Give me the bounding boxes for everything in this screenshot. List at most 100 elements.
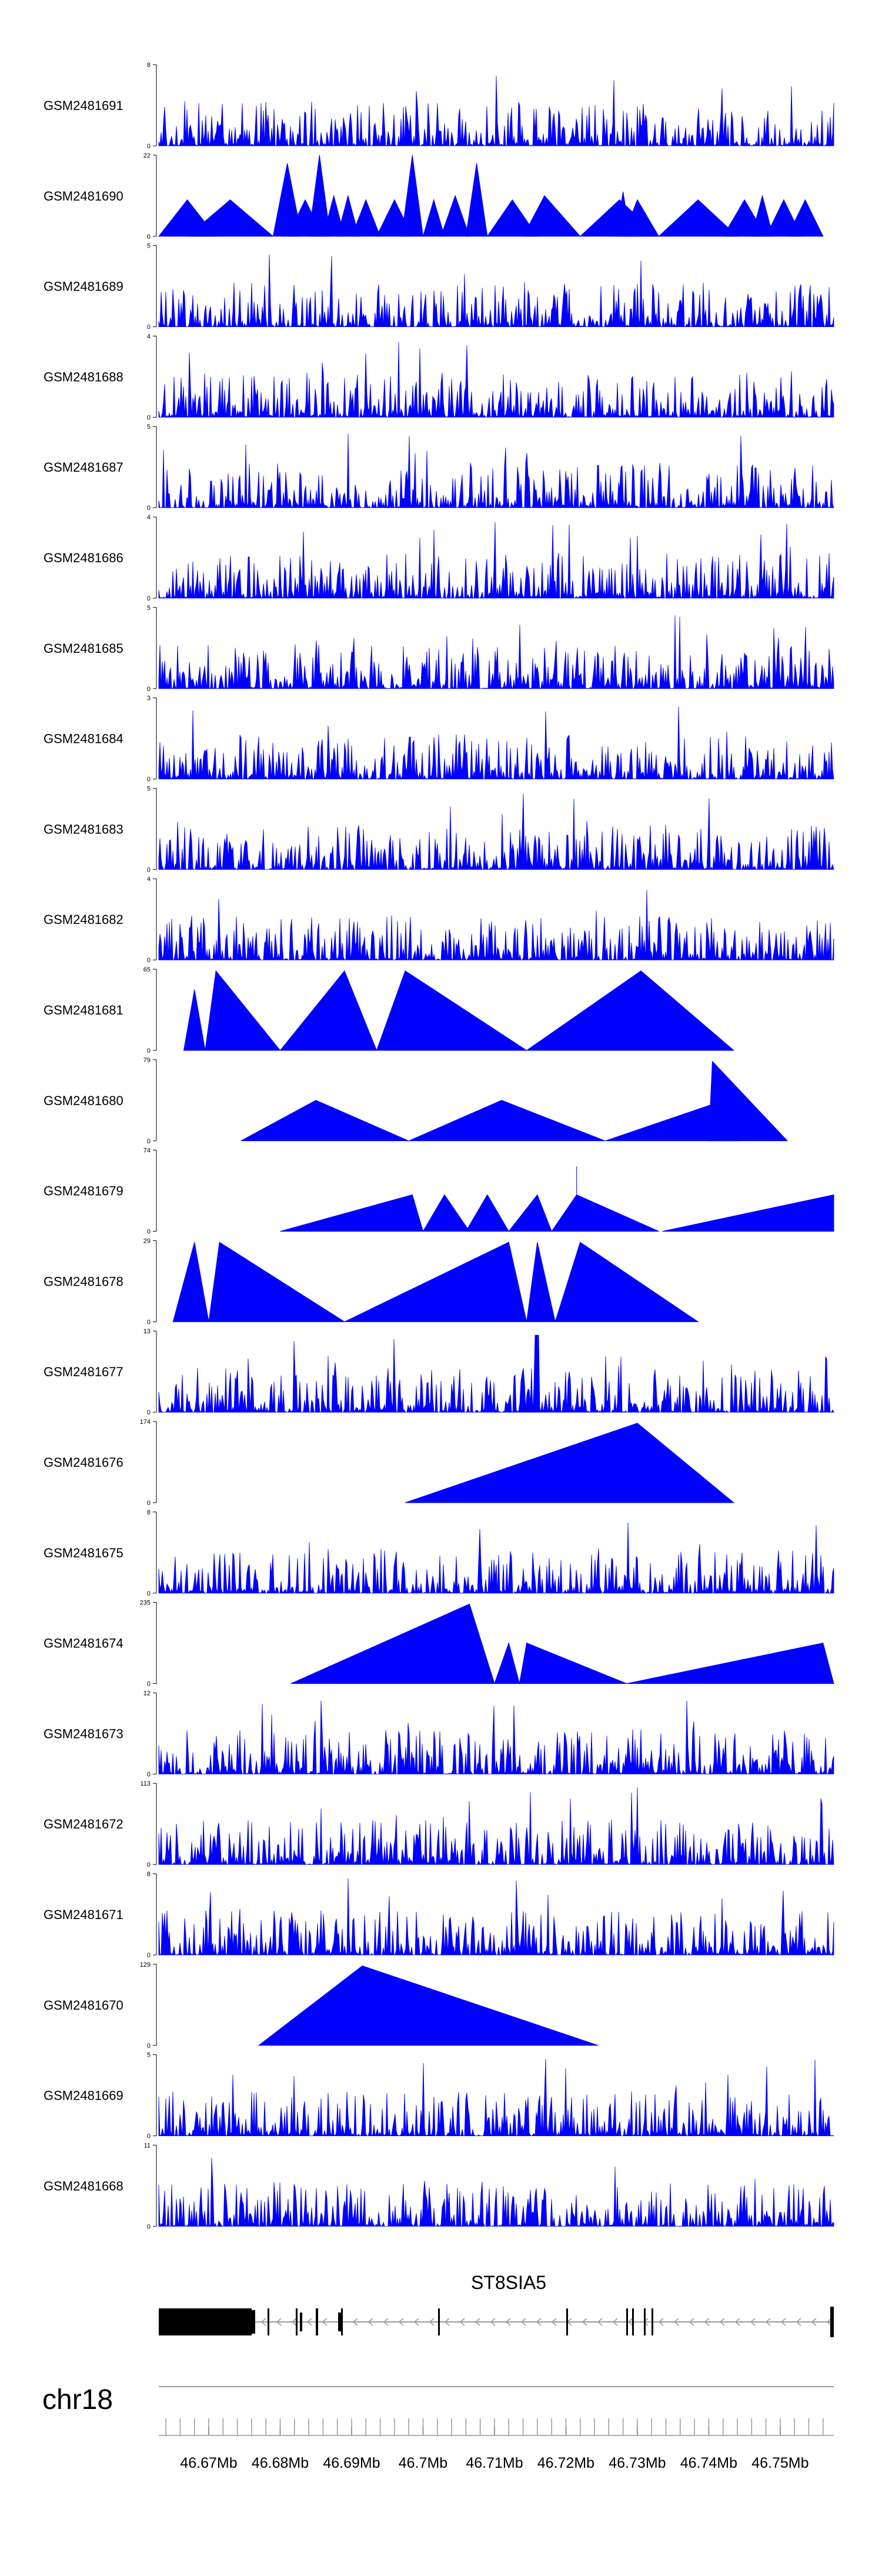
signal-peak (183, 989, 206, 1051)
gene-name: ST8SIA5 (471, 2272, 546, 2293)
signal-peak (551, 1194, 659, 1232)
gene-exon (159, 2308, 252, 2335)
signal-area (158, 615, 834, 690)
gene-exon (626, 2308, 628, 2335)
signal-peak (526, 970, 735, 1051)
axis-tick-label: 46.73Mb (609, 2455, 666, 2471)
strand-arrow (658, 2318, 664, 2326)
signal (158, 522, 834, 599)
track-label: GSM2481669 (44, 2088, 123, 2103)
track-label: GSM2481672 (44, 1817, 123, 1831)
gene-exon (316, 2308, 318, 2335)
signal (158, 1700, 834, 1775)
strand-arrow (826, 2318, 832, 2326)
signal-area (158, 889, 834, 961)
track-label: GSM2481675 (44, 1546, 123, 1560)
signal (158, 889, 834, 961)
track-GSM2481672: GSM2481672 113 0 (44, 1780, 834, 1868)
y-axis-max-label: 113 (140, 1780, 151, 1787)
signal-peak (240, 1100, 409, 1142)
track-GSM2481682: GSM2481682 4 0 (44, 876, 834, 964)
y-axis-max-label: 5 (147, 785, 151, 792)
signal-area (158, 1522, 834, 1594)
track-GSM2481686: GSM2481686 4 0 (44, 514, 834, 602)
signal-area (158, 342, 834, 418)
track-label: GSM2481674 (44, 1636, 123, 1651)
track-GSM2481690: GSM2481690 22 0 (44, 152, 824, 241)
track-label: GSM2481689 (44, 279, 123, 294)
y-axis-max-label: 5 (147, 605, 151, 612)
y-axis-max-label: 22 (143, 152, 151, 159)
signal (240, 1060, 789, 1142)
signal-peak (337, 194, 359, 237)
signal-area (158, 1787, 834, 1866)
track-GSM2481677: GSM2481677 13 0 (44, 1328, 834, 1416)
gene-exon (644, 2308, 646, 2335)
y-axis-max-label: 4 (147, 876, 151, 883)
y-axis-min-label: 0 (147, 1681, 151, 1688)
track-GSM2481683: GSM2481683 5 0 (44, 785, 834, 873)
signal-peak (554, 1242, 699, 1322)
signal-peak (290, 1603, 495, 1684)
track-GSM2481671: GSM2481671 8 0 (44, 1871, 834, 1959)
gene-exon (632, 2308, 634, 2335)
strand-arrow (322, 2318, 328, 2326)
signal (158, 706, 834, 780)
track-label: GSM2481683 (44, 822, 123, 836)
strand-arrow (352, 2318, 358, 2326)
track-GSM2481687: GSM2481687 5 0 (44, 423, 834, 512)
signal-peak (662, 1194, 834, 1232)
signal-peak (522, 195, 581, 237)
strand-arrow (780, 2318, 786, 2326)
signal-area (158, 2158, 834, 2227)
strand-arrow (520, 2318, 526, 2326)
strand-arrow (536, 2318, 542, 2326)
signal-peak (422, 1194, 470, 1232)
y-axis-max-label: 13 (143, 1328, 151, 1335)
axis-tick-label: 46.75Mb (751, 2455, 808, 2471)
y-axis-min-label: 0 (147, 1590, 151, 1597)
gene-exon (830, 2307, 834, 2337)
signal-area (158, 433, 834, 509)
track-GSM2481678: GSM2481678 29 0 (44, 1237, 699, 1326)
strand-arrow (306, 2318, 312, 2326)
track-label: GSM2481687 (44, 460, 123, 475)
track-GSM2481685: GSM2481685 5 0 (44, 605, 834, 693)
signal-peak (622, 199, 660, 237)
y-axis-min-label: 0 (147, 595, 151, 602)
strand-arrow (490, 2318, 496, 2326)
signal (158, 2058, 834, 2137)
y-axis-max-label: 5 (147, 423, 151, 431)
track-GSM2481668: GSM2481668 11 0 (44, 2142, 834, 2230)
strand-arrow (719, 2318, 725, 2326)
track-GSM2481689: GSM2481689 5 0 (44, 243, 834, 331)
signal-peak (280, 1194, 424, 1232)
signal-peak (208, 1242, 346, 1322)
signal-peak (626, 1643, 834, 1684)
y-axis-min-label: 0 (147, 1771, 151, 1778)
signal-area (158, 706, 834, 780)
signal-peak (308, 155, 331, 237)
signal-peak (186, 199, 274, 237)
strand-arrow (597, 2318, 603, 2326)
signal-area (158, 793, 834, 870)
y-axis-max-label: 11 (144, 2142, 151, 2149)
track-GSM2481676: GSM2481676 174 0 (44, 1419, 735, 1507)
signal-peak (322, 194, 345, 237)
signal (158, 155, 824, 237)
track-GSM2481670: GSM2481670 129 0 (44, 1961, 599, 2050)
y-axis-min-label: 0 (147, 1229, 151, 1236)
axis-tick-label: 46.67Mb (180, 2455, 237, 2471)
y-axis-max-label: 4 (147, 514, 151, 521)
y-axis-min-label: 0 (147, 2223, 151, 2230)
signal (158, 615, 834, 690)
gene-exon (296, 2308, 298, 2335)
y-axis-min-label: 0 (147, 686, 151, 693)
strand-arrow (276, 2318, 282, 2326)
y-axis-max-label: 8 (147, 62, 151, 69)
strand-arrow (582, 2318, 587, 2326)
strand-arrow (429, 2318, 435, 2326)
signal-peak (508, 1194, 552, 1232)
signal (158, 1334, 834, 1413)
y-axis-max-label: 79 (143, 1057, 151, 1064)
